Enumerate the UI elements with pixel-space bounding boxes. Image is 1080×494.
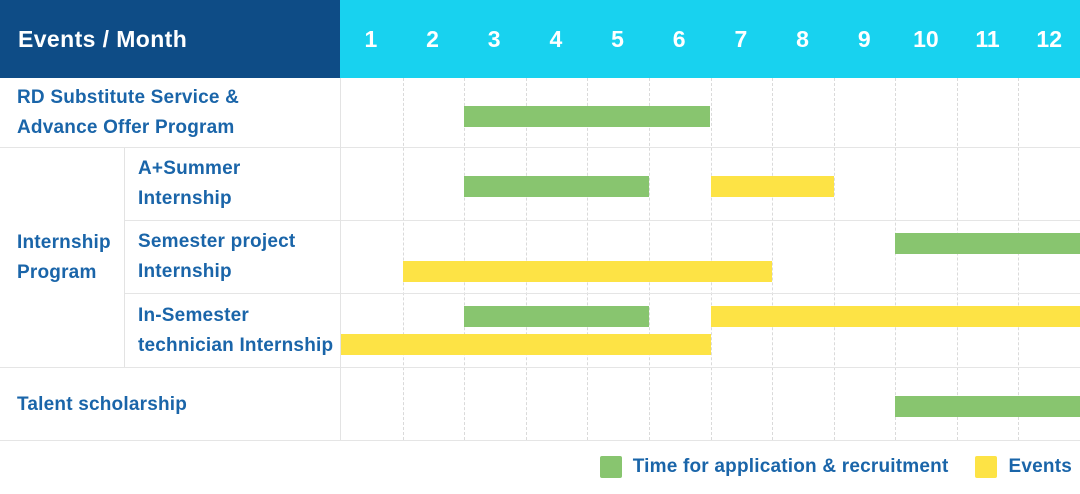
legend-item-events: Events (975, 456, 1072, 478)
row-label-talent-scholarship: Talent scholarship (17, 393, 188, 415)
events-month-header: Events / Month (0, 0, 340, 78)
month-header-6: 6 (672, 25, 686, 52)
month-header-12: 12 (1036, 25, 1063, 52)
month-header-4: 4 (549, 25, 563, 52)
month-header-3: 3 (487, 25, 501, 52)
recruitment-bar (464, 106, 711, 127)
internship-sublabels: A+Summer Internship Semester project Int… (125, 148, 340, 367)
row-label-rd-substitute: RD Substitute Service & Advance Offer Pr… (0, 78, 340, 148)
header-row: Events / Month 1 2 3 4 5 6 7 8 9 10 11 12 (0, 0, 1080, 78)
recruitment-swatch-icon (599, 456, 622, 478)
event-bar (710, 176, 834, 197)
chart-row-in-semester-technician (341, 294, 1080, 368)
events-swatch-icon (975, 456, 998, 478)
event-bar (341, 334, 711, 355)
month-header-9: 9 (857, 25, 871, 52)
row-label-semester-project: Semester project Internship (125, 221, 340, 294)
month-header-10: 10 (913, 25, 939, 52)
recruitment-bar (895, 233, 1080, 254)
legend: Time for application & recruitment Event… (0, 441, 1080, 493)
month-header-5: 5 (611, 25, 624, 52)
month-header-row: 1 2 3 4 5 6 7 8 9 10 11 12 (340, 0, 1080, 78)
labels-column: RD Substitute Service & Advance Offer Pr… (0, 78, 340, 440)
event-bar (402, 261, 773, 282)
group-label-internship-program: Internship Program (0, 148, 125, 367)
table-body: RD Substitute Service & Advance Offer Pr… (0, 78, 1080, 441)
month-header-8: 8 (796, 25, 809, 52)
chart-row-rd-substitute (341, 78, 1080, 148)
legend-item-recruitment: Time for application & recruitment (599, 456, 949, 478)
row-label-in-semester-technician: In-Semester technician Internship (138, 304, 334, 356)
month-header-11: 11 (975, 25, 1000, 52)
month-header-1: 1 (364, 25, 378, 52)
internship-program-group: Internship Program A+Summer Internship S… (0, 148, 340, 368)
chart-row-a-plus-summer (341, 148, 1080, 221)
legend-label-events: Events (1008, 456, 1072, 477)
recruitment-bar (464, 176, 649, 197)
month-header-7: 7 (734, 25, 748, 52)
chart-area (340, 78, 1080, 440)
chart-row-talent-scholarship (341, 368, 1080, 440)
row-label-a-plus-summer: A+Summer Internship (125, 148, 340, 221)
chart-row-semester-project (341, 221, 1080, 294)
month-header-2: 2 (426, 25, 439, 52)
recruitment-bar (895, 396, 1080, 417)
recruitment-bar (464, 306, 649, 327)
legend-label-recruitment: Time for application & recruitment (632, 456, 949, 477)
event-bar (710, 306, 1080, 327)
